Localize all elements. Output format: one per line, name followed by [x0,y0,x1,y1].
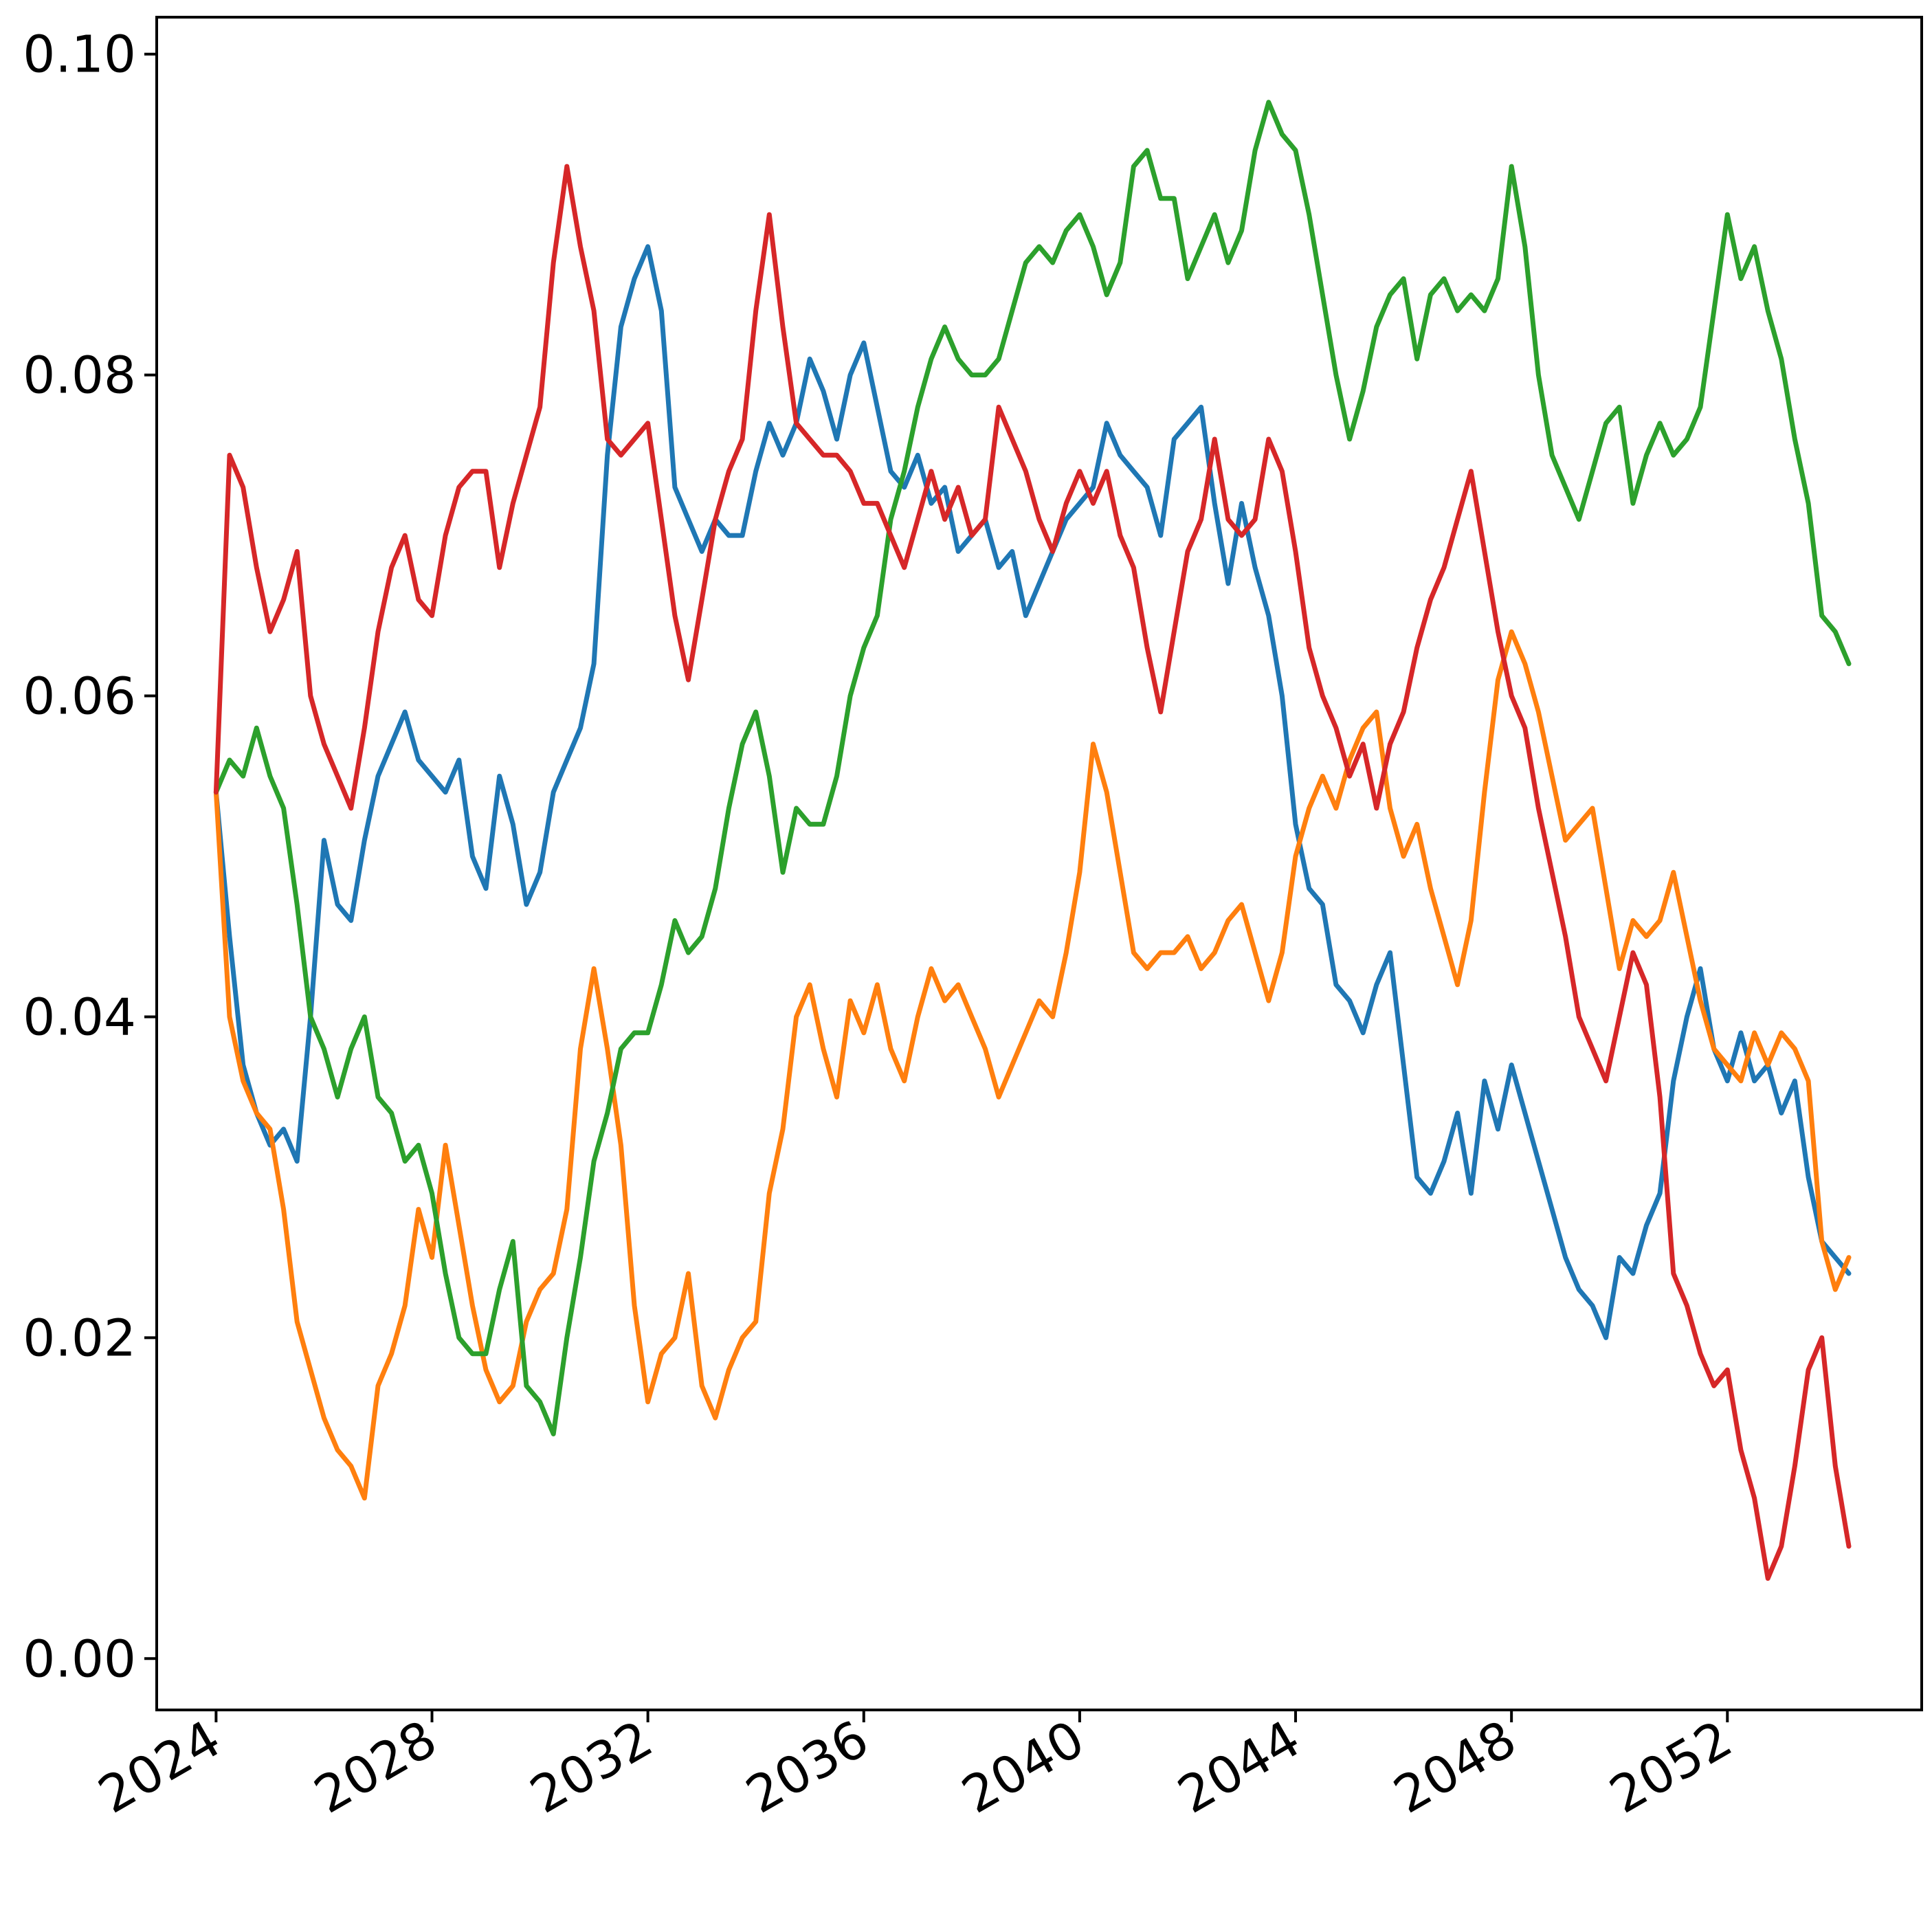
series-line-4 [213,164,1852,1581]
y-tick-label: 0.02 [23,1309,136,1368]
plot-frame [155,16,1923,1711]
y-tick-label: 0.10 [23,25,136,85]
series-line-1 [213,244,1852,1340]
series-line-2 [213,629,1852,1501]
series-line-3 [213,100,1852,1436]
y-tick-label: 0.06 [23,667,136,726]
y-tick-label: 0.04 [23,988,136,1047]
y-axis: 0.00 0.02 0.04 0.06 0.08 0.10 [23,25,157,1689]
y-tick-label: 0.00 [23,1630,136,1689]
series-layer [213,100,1852,1581]
y-tick-label: 0.08 [23,346,136,405]
